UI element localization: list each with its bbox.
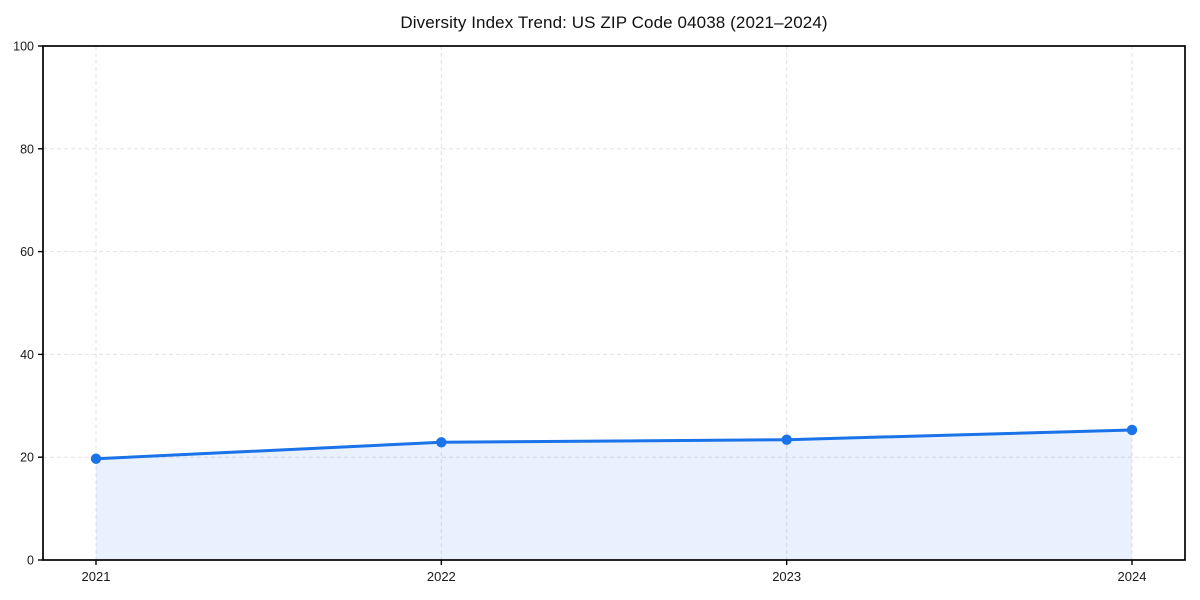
y-tick-label: 0: [27, 554, 34, 568]
y-tick-label: 20: [20, 451, 34, 465]
y-tick-label: 100: [13, 40, 34, 54]
plot-frame: [42, 45, 1186, 561]
y-tick-label: 60: [20, 245, 34, 259]
y-tick-label: 40: [20, 348, 34, 362]
y-tick-label: 80: [20, 142, 34, 156]
data-point-marker: [90, 453, 102, 464]
data-point-marker: [436, 437, 447, 448]
x-tick-label: 2024: [1118, 569, 1147, 584]
area-fill: [96, 429, 1132, 560]
x-tick-label: 2022: [427, 569, 456, 584]
x-tick-label: 2023: [772, 569, 801, 584]
x-tick-label: 2021: [82, 569, 111, 584]
chart-title: Diversity Index Trend: US ZIP Code 04038…: [400, 13, 828, 32]
data-point-marker: [1126, 424, 1138, 436]
trend-line: [94, 428, 1134, 461]
data-point-marker: [781, 434, 792, 445]
